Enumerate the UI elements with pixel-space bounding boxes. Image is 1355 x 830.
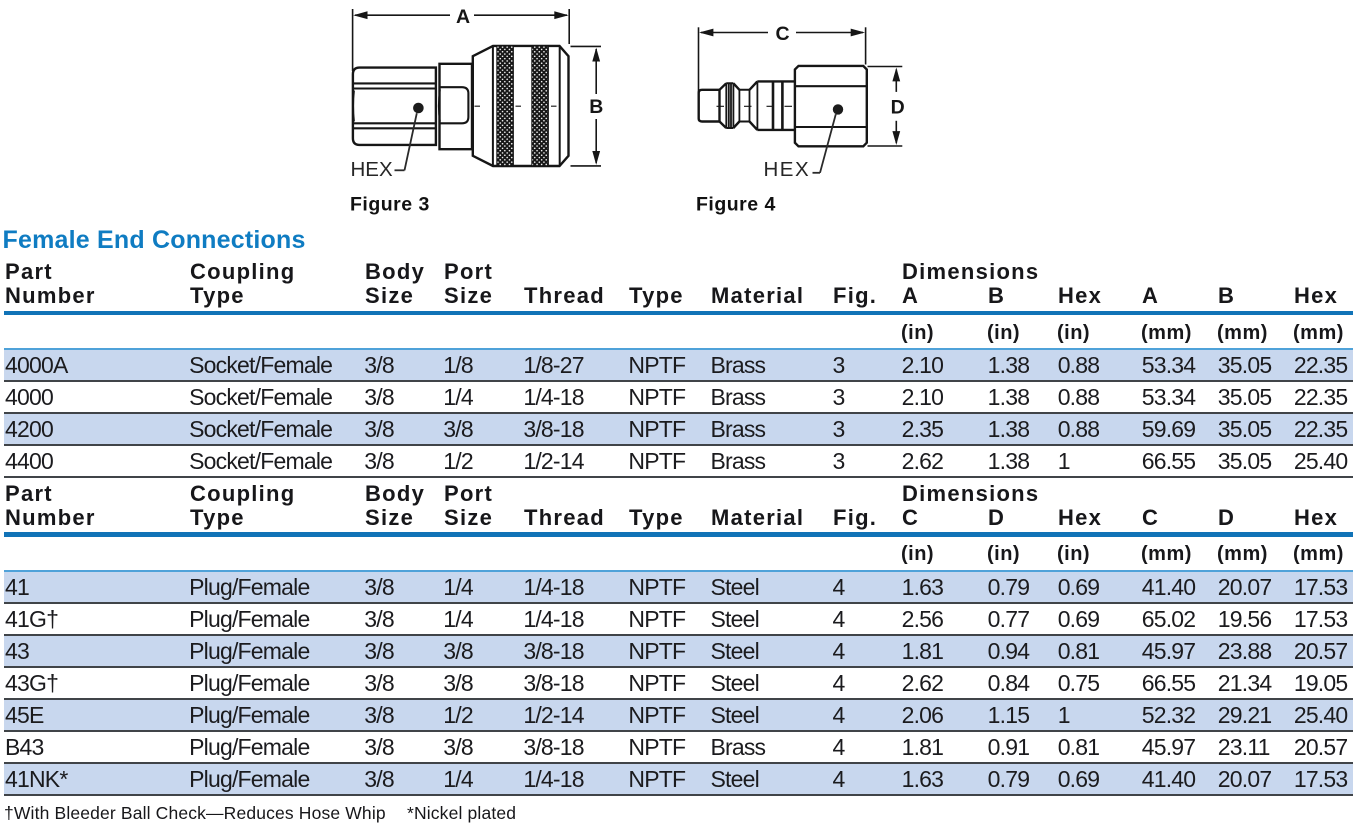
svg-text:C: C bbox=[776, 23, 790, 45]
svg-text:A: A bbox=[456, 6, 470, 28]
svg-text:B: B bbox=[589, 96, 603, 118]
svg-text:HEX: HEX bbox=[351, 158, 393, 181]
svg-text:Figure 4: Figure 4 bbox=[696, 194, 776, 216]
svg-text:HEX: HEX bbox=[764, 158, 811, 181]
svg-text:D: D bbox=[891, 96, 905, 118]
svg-text:Figure 3: Figure 3 bbox=[350, 194, 430, 216]
